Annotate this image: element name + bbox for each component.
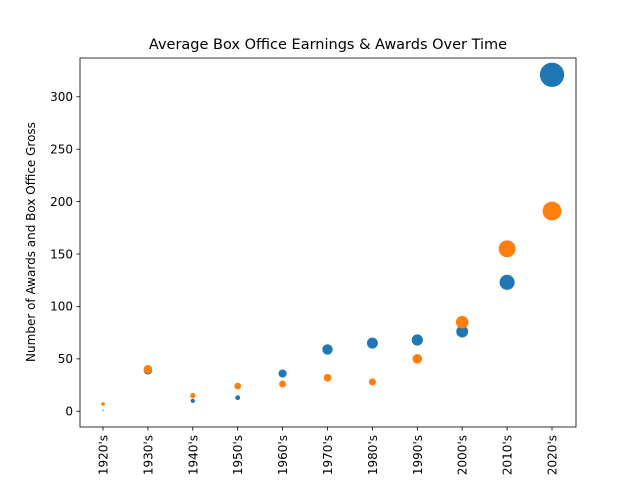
x-tick-label: 1940's (186, 435, 200, 475)
series-1-point-1990's (411, 334, 423, 346)
y-tick-label: 300 (50, 90, 73, 104)
series-2-point-2010's (498, 240, 516, 258)
x-tick-label: 1960's (276, 435, 290, 475)
y-tick-label: 250 (50, 143, 73, 157)
series-2-point-1940's (190, 392, 196, 399)
series-2-point-2000's (455, 315, 469, 329)
x-tick-label: 1930's (141, 435, 155, 475)
series-1-point-1970's (322, 344, 333, 355)
x-tick-label: 2000's (456, 435, 470, 475)
series-2-point-2020's (542, 201, 562, 221)
x-tick-label: 1990's (411, 435, 425, 475)
series-1-point-2020's (539, 62, 565, 87)
x-tick-label: 1920's (97, 435, 111, 475)
series-2-point-1960's (279, 380, 287, 388)
series-2-point-1930's (143, 365, 153, 374)
series-2-point-1970's (323, 373, 332, 382)
series-1-point-1940's (190, 398, 195, 403)
y-tick-label: 50 (58, 352, 73, 366)
series-2-point-1990's (412, 354, 423, 364)
series-1-point-1980's (366, 337, 378, 349)
y-tick-label: 150 (50, 247, 73, 261)
series-2-point-1950's (234, 382, 242, 390)
series-1-point-1960's (278, 369, 287, 378)
y-tick-label: 200 (50, 195, 73, 209)
series-2-point-1980's (368, 378, 376, 386)
x-tick-label: 1950's (231, 435, 245, 475)
x-tick-label: 2020's (546, 435, 560, 475)
chart-axes: 0 50 100 150 200 250 300 1920's 1930's 1940's 1950… (50, 57, 577, 475)
x-tick-label: 1980's (366, 435, 380, 475)
series-1-point-2010's (499, 274, 515, 290)
series-2-point-1920's (101, 402, 105, 406)
plot-frame (79, 57, 577, 428)
series-1-point-1920's (102, 409, 104, 411)
x-tick-label: 1970's (321, 435, 335, 475)
series-1-point-2000's (456, 325, 469, 338)
x-tick-label: 2010's (501, 435, 515, 475)
series-1-point-1950's (235, 395, 241, 401)
y-tick-label: 100 (50, 300, 73, 314)
chart-title: Average Box Office Earnings & Awards Ove… (149, 37, 507, 53)
y-tick-label: 0 (65, 405, 73, 419)
y-axis-label: Number of Awards and Box Office Gross (24, 122, 38, 362)
chart-marks (101, 62, 565, 411)
